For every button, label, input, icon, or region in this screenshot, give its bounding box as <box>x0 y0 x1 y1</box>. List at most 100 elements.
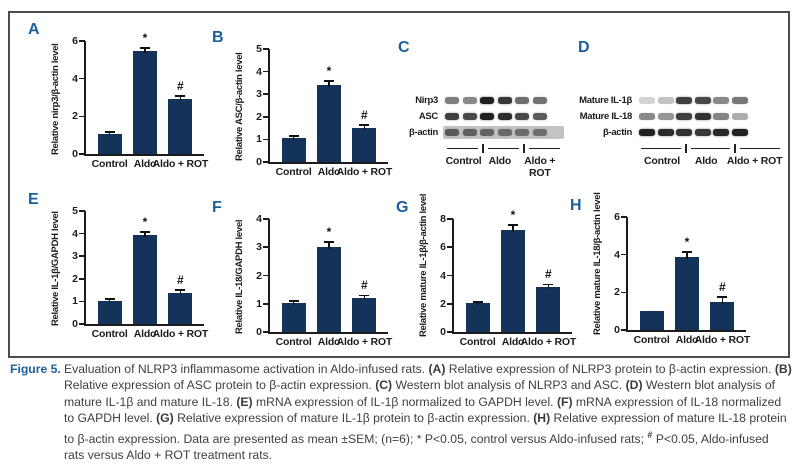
blot-band <box>657 97 674 104</box>
x-tick-label: Aldo + ROT <box>694 334 751 346</box>
x-tick-label: Aldo <box>133 158 157 170</box>
panel-letter-C: C <box>398 39 410 56</box>
plot-area: 0 1 2 3 4 Control * Aldo # Aldo + ROT <box>256 214 392 348</box>
blot-band <box>657 129 674 136</box>
blot-group-label: Aldo <box>694 155 718 167</box>
bar-chart-panel-A: A Relative nirp3/β-actin level 0 2 4 6 Control… <box>24 21 209 183</box>
x-tick-label: Control <box>275 166 312 178</box>
blot-band <box>639 97 655 104</box>
caption-segment: Relative expression of mature IL-18 prot… <box>64 411 787 446</box>
error-bar <box>179 96 182 102</box>
panel-letter-F: F <box>212 199 222 216</box>
y-tick-label: 2 <box>256 110 262 123</box>
plot-area: 0 1 2 3 4 5 Control * Aldo # Aldo + ROT <box>72 206 208 340</box>
y-tick-label: 0 <box>256 156 262 168</box>
bar-aldo <box>133 235 157 324</box>
x-tick-label: Control <box>275 336 312 348</box>
blot-band <box>713 129 729 136</box>
blot-band <box>532 113 547 120</box>
error-bar <box>686 252 688 259</box>
blot-lane-strip <box>637 110 784 123</box>
significance-marker: # <box>719 279 726 294</box>
blot-band <box>731 113 748 120</box>
caption-segment: Relative expression of mature IL-1β prot… <box>173 411 534 426</box>
blot-group-line <box>637 143 784 153</box>
error-bar-cap <box>175 94 186 97</box>
blot-band <box>445 129 459 136</box>
x-tick-label: Aldo <box>317 166 341 178</box>
blot-band <box>480 129 494 136</box>
y-tick-label: 4 <box>72 227 78 240</box>
y-tick-mark <box>263 331 269 333</box>
error-bar <box>179 291 182 295</box>
blot-group-label: Aldo + ROT <box>524 155 556 179</box>
caption-segment: (G) <box>156 411 174 426</box>
group-line-segment <box>690 147 731 149</box>
significance-marker: * <box>510 208 516 223</box>
y-tick-label: 6 <box>72 35 78 47</box>
y-tick-mark <box>79 153 85 155</box>
blot-row-label: Nirp3 <box>415 95 438 106</box>
blot-lane-strip <box>637 126 784 139</box>
error-bar-cap <box>288 135 299 137</box>
error-bar <box>108 300 111 303</box>
y-tick-label: 0 <box>614 324 620 336</box>
blot-band <box>713 97 729 104</box>
blot-lane-strip <box>443 94 564 107</box>
significance-marker: * <box>326 225 332 240</box>
blot-group-label: Aldo <box>488 155 512 167</box>
y-tick-mark <box>621 291 627 294</box>
x-tick-label: Aldo <box>133 328 157 340</box>
error-bar-cap <box>175 289 186 292</box>
error-bar-cap <box>508 224 518 227</box>
group-line-segment <box>528 147 560 149</box>
bar-aldo-rot <box>710 301 735 330</box>
panel-letter-G: G <box>396 199 409 216</box>
y-axis-label: Relative mature IL-1β/β-actin level <box>418 193 429 337</box>
y-tick-mark <box>447 246 453 249</box>
blot-row-label: ASC <box>418 111 438 122</box>
figure-caption: Figure 5. Evaluation of NLRP3 inflammaso… <box>10 361 792 464</box>
blot-row-label: β-actin <box>602 127 632 138</box>
group-line-tick <box>482 143 484 153</box>
bar-control <box>97 134 122 154</box>
y-tick-mark <box>263 246 269 249</box>
bar-aldo <box>317 246 341 332</box>
blot-band <box>694 113 711 120</box>
bar-aldo-rot <box>168 292 193 324</box>
y-tick-mark <box>79 300 85 303</box>
y-tick-mark <box>79 323 85 325</box>
significance-marker: # <box>361 278 368 293</box>
blot-row: β-actin <box>392 125 564 140</box>
bar-aldo <box>675 256 699 330</box>
y-tick-label: 5 <box>72 205 78 217</box>
panel-letter-A: A <box>28 21 40 38</box>
y-tick-label: 1 <box>256 297 262 310</box>
y-tick-mark <box>263 70 269 73</box>
y-tick-mark <box>621 253 627 256</box>
caption-segment: (H) <box>533 411 551 426</box>
y-axis-label: Relative IL-18/GAPDH level <box>234 219 245 335</box>
error-bar-cap <box>472 301 483 303</box>
caption-segment: Western blot analysis of NLRP3 and ASC. <box>392 378 626 393</box>
panel-letter-E: E <box>28 191 39 208</box>
blot-band <box>480 113 494 120</box>
y-tick-label: 2 <box>72 110 78 123</box>
blot-band <box>639 113 655 120</box>
y-tick-label: 4 <box>614 248 620 261</box>
blot-group-line <box>443 143 564 153</box>
x-tick-label: Control <box>459 336 496 348</box>
error-bar-cap <box>682 251 692 253</box>
blot-panel-C: C Nirp3 ASC β-actin Control Aldo Aldo + ROT <box>392 31 564 181</box>
y-tick-mark <box>79 210 85 212</box>
error-bar-cap <box>359 124 370 126</box>
blot-row: Mature IL-1β <box>566 93 784 108</box>
plot-area: 0 2 4 6 8 Control * Aldo # Aldo + ROT <box>440 208 576 348</box>
error-bar <box>328 81 330 88</box>
caption-segment: # <box>647 429 653 440</box>
group-line-segment <box>487 147 520 149</box>
significance-marker: * <box>326 63 332 78</box>
bar-chart-panel-G: G Relative mature IL-1β/β-actin level 0 2 4 6… <box>392 193 577 361</box>
y-tick-mark <box>621 329 627 331</box>
